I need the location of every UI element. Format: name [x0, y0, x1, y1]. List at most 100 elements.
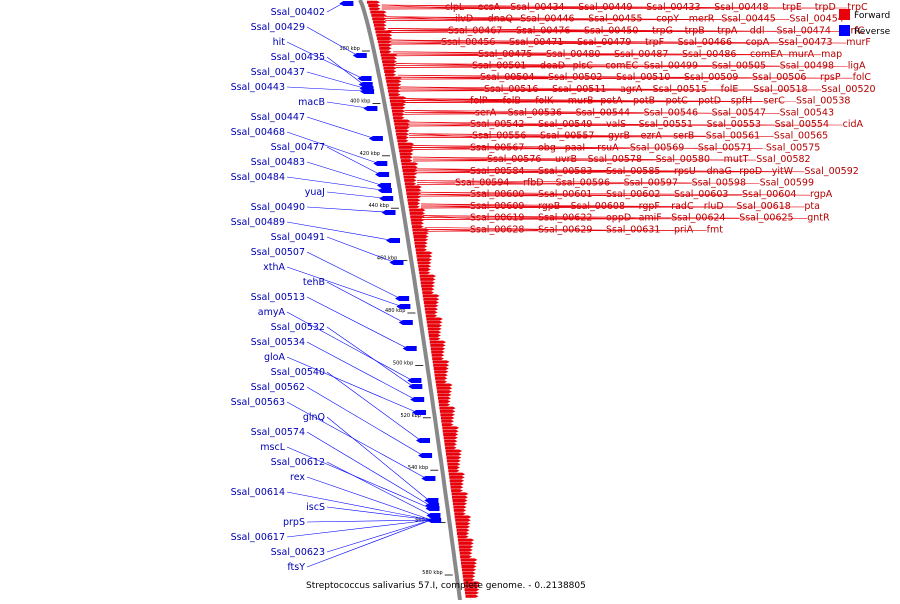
- gene-label-reverse[interactable]: Ssal_00540: [271, 367, 325, 378]
- gene-label-forward[interactable]: Ssal_00518: [753, 84, 807, 95]
- forward-gene-arrow: [374, 27, 387, 31]
- gene-label-reverse[interactable]: ftsY: [287, 562, 305, 573]
- gene-label-forward[interactable]: murA: [789, 49, 815, 60]
- gene-label-forward[interactable]: mutT: [724, 154, 749, 165]
- gene-label-reverse[interactable]: glnQ: [303, 412, 325, 423]
- gene-label-reverse[interactable]: Ssal_00435: [271, 52, 325, 63]
- gene-label-forward[interactable]: ligA: [848, 61, 866, 72]
- gene-label-reverse[interactable]: Ssal_00534: [251, 337, 305, 348]
- forward-gene-arrow: [383, 66, 397, 70]
- gene-label-forward[interactable]: Ssal_00624: [671, 213, 725, 224]
- gene-label-forward[interactable]: Ssal_00571: [698, 142, 752, 153]
- gene-label-forward[interactable]: Ssal_00547: [712, 107, 766, 118]
- gene-label-forward[interactable]: rluD: [704, 201, 724, 212]
- gene-label-forward[interactable]: prfC: [845, 25, 865, 36]
- gene-label-reverse[interactable]: yuaJ: [305, 187, 325, 198]
- gene-label-reverse[interactable]: Ssal_00484: [231, 172, 285, 183]
- gene-label-forward[interactable]: rgpA: [810, 189, 833, 200]
- gene-label-forward[interactable]: ddl: [750, 25, 765, 36]
- gene-label-forward[interactable]: Ssal_00520: [821, 84, 875, 95]
- gene-label-reverse[interactable]: amyA: [258, 307, 286, 318]
- gene-label-forward[interactable]: ezrA: [641, 131, 663, 142]
- gene-label-forward[interactable]: Ssal_00466: [678, 37, 732, 48]
- gene-label-reverse[interactable]: Ssal_00468: [231, 127, 285, 138]
- gene-label-reverse[interactable]: Ssal_00623: [271, 547, 325, 558]
- gene-label-forward[interactable]: Ssal_00575: [766, 142, 820, 153]
- gene-label-reverse[interactable]: Ssal_00507: [251, 247, 305, 258]
- gene-label-reverse[interactable]: Ssal_00490: [251, 202, 305, 213]
- gene-label-forward[interactable]: trpE: [782, 2, 802, 13]
- gene-label-reverse[interactable]: Ssal_00443: [231, 82, 285, 93]
- gene-label-forward[interactable]: Ssal_00554: [775, 119, 829, 130]
- gene-label-reverse[interactable]: Ssal_00447: [251, 112, 305, 123]
- gene-label-reverse[interactable]: Ssal_00617: [231, 532, 285, 543]
- gene-label-reverse[interactable]: hit: [273, 37, 286, 48]
- gene-label-forward[interactable]: Ssal_00445: [721, 14, 775, 25]
- gene-label-reverse[interactable]: Ssal_00477: [271, 142, 325, 153]
- gene-label-reverse[interactable]: mscL: [260, 442, 285, 453]
- gene-label-forward[interactable]: Ssal_00596: [556, 178, 610, 189]
- gene-label-reverse[interactable]: Ssal_00437: [251, 67, 305, 78]
- gene-label-forward[interactable]: murF: [846, 37, 871, 48]
- gene-label-reverse[interactable]: prpS: [283, 517, 305, 528]
- gene-leader-line: [306, 519, 432, 523]
- gene-label-reverse[interactable]: macB: [298, 97, 325, 108]
- gene-label-forward[interactable]: Ssal_00631: [606, 224, 660, 235]
- gene-label-reverse[interactable]: gloA: [264, 352, 285, 363]
- gene-label-forward[interactable]: cidA: [843, 119, 864, 130]
- gene-label-forward[interactable]: Ssal_00592: [804, 166, 858, 177]
- gene-label-reverse[interactable]: Ssal_00513: [251, 292, 305, 303]
- gene-label-reverse[interactable]: Ssal_00562: [251, 382, 305, 393]
- gene-label-reverse[interactable]: Ssal_00402: [271, 7, 325, 18]
- gene-label-forward[interactable]: folC: [853, 72, 872, 83]
- gene-label-forward[interactable]: amiF: [639, 213, 662, 224]
- gene-label-forward[interactable]: Ssal_00454: [789, 14, 843, 25]
- gene-label-forward[interactable]: serC: [763, 96, 785, 107]
- gene-label-forward[interactable]: folE: [721, 84, 739, 95]
- gene-label-forward[interactable]: trpD: [815, 2, 836, 13]
- forward-gene-arrow: [456, 528, 470, 532]
- gene-label-reverse[interactable]: xthA: [263, 262, 285, 273]
- gene-label-forward[interactable]: Ssal_00538: [796, 96, 850, 107]
- gene-label-forward[interactable]: fmt: [707, 224, 724, 235]
- gene-label-forward[interactable]: Ssal_00553: [707, 119, 761, 130]
- gene-label-forward[interactable]: spfH: [731, 96, 752, 107]
- gene-label-forward[interactable]: trpC: [847, 2, 868, 13]
- gene-label-forward[interactable]: priA: [674, 224, 694, 235]
- gene-label-reverse[interactable]: Ssal_00614: [231, 487, 285, 498]
- gene-label-reverse[interactable]: rex: [290, 472, 305, 483]
- gene-label-forward[interactable]: Ssal_00474: [777, 25, 831, 36]
- gene-label-forward[interactable]: pta: [804, 201, 820, 212]
- gene-label-forward[interactable]: Ssal_00597: [624, 178, 678, 189]
- gene-label-forward[interactable]: Ssal_00602: [606, 189, 660, 200]
- gene-label-reverse[interactable]: Ssal_00491: [271, 232, 325, 243]
- gene-label-reverse[interactable]: tehB: [303, 277, 325, 288]
- forward-gene-arrow: [463, 581, 481, 585]
- gene-label-reverse[interactable]: Ssal_00483: [251, 157, 305, 168]
- gene-label-reverse[interactable]: Ssal_00532: [271, 322, 325, 333]
- gene-label-forward[interactable]: Ssal_00599: [760, 178, 814, 189]
- legend-reverse-label: Reverse: [854, 27, 891, 37]
- forward-gene-arrow: [404, 182, 417, 186]
- gene-leader-line: [306, 341, 415, 400]
- gene-label-reverse[interactable]: Ssal_00574: [251, 427, 305, 438]
- gene-label-forward[interactable]: comEA: [750, 49, 783, 60]
- gene-label-reverse[interactable]: Ssal_00429: [251, 22, 305, 33]
- gene-label-reverse[interactable]: Ssal_00563: [231, 397, 285, 408]
- gene-leader-line: [404, 113, 644, 115]
- gene-label-forward[interactable]: Ssal_00582: [756, 154, 810, 165]
- gene-label-forward[interactable]: Ssal_00565: [774, 131, 828, 142]
- gene-label-forward[interactable]: Ssal_00618: [736, 201, 790, 212]
- gene-label-forward[interactable]: Ssal_00499: [644, 61, 698, 72]
- gene-label-forward[interactable]: gntR: [807, 213, 830, 224]
- gene-label-reverse[interactable]: iscS: [306, 502, 325, 513]
- gene-label-reverse[interactable]: Ssal_00489: [231, 217, 285, 228]
- forward-gene-arrow: [412, 228, 430, 232]
- gene-label-reverse[interactable]: Ssal_00612: [271, 457, 325, 468]
- gene-label-forward[interactable]: Ssal_00603: [674, 189, 728, 200]
- gene-label-forward[interactable]: yitW: [772, 166, 794, 177]
- gene-label-forward[interactable]: rpsP: [820, 72, 841, 83]
- gene-label-forward[interactable]: map: [821, 49, 842, 60]
- gene-label-forward[interactable]: Ssal_00543: [780, 107, 834, 118]
